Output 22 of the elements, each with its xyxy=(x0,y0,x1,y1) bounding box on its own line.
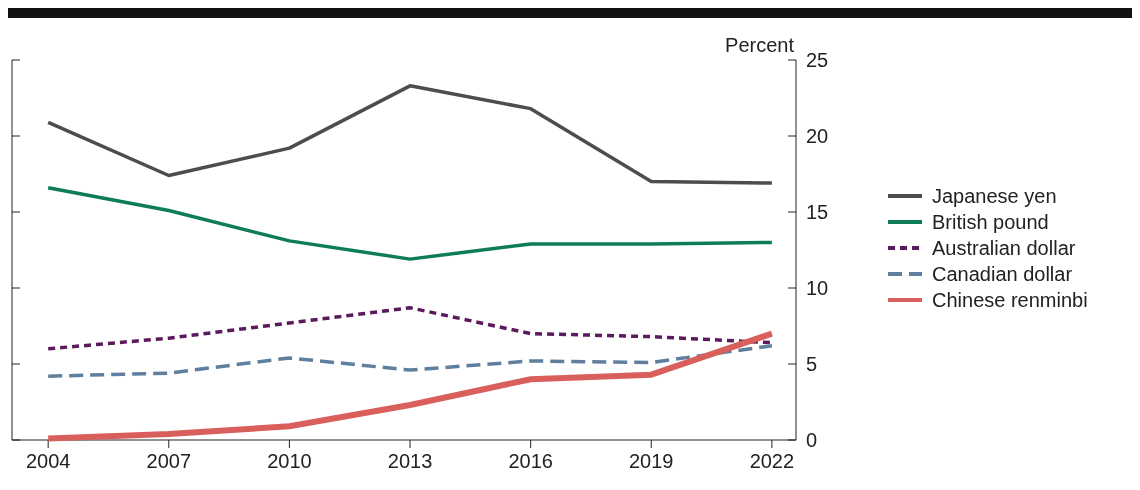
line-series xyxy=(46,344,774,378)
legend-label: British pound xyxy=(932,211,1049,233)
y-tick-label: 15 xyxy=(806,201,829,223)
x-tick-label: 2022 xyxy=(749,450,795,472)
legend-label: Canadian dollar xyxy=(932,263,1073,285)
legend-label: Chinese renminbi xyxy=(932,289,1088,311)
x-tick-label: 2019 xyxy=(629,450,674,472)
legend-label: Australian dollar xyxy=(932,237,1076,259)
y-axis-title: Percent xyxy=(725,34,795,56)
y-tick-label: 0 xyxy=(806,429,818,451)
x-tick-label: 2016 xyxy=(508,450,553,472)
y-tick-label: 10 xyxy=(806,277,829,299)
y-tick-label: 25 xyxy=(806,49,829,71)
y-tick-label: 20 xyxy=(806,125,829,147)
x-tick-label: 2007 xyxy=(146,450,192,472)
x-tick-label: 2010 xyxy=(267,450,312,472)
x-tick-label: 2013 xyxy=(387,450,433,472)
legend-label: Japanese yen xyxy=(932,185,1057,207)
y-tick-label: 5 xyxy=(806,353,818,375)
x-tick-label: 2004 xyxy=(25,450,71,472)
line-series xyxy=(46,185,774,261)
line-series xyxy=(46,84,774,185)
